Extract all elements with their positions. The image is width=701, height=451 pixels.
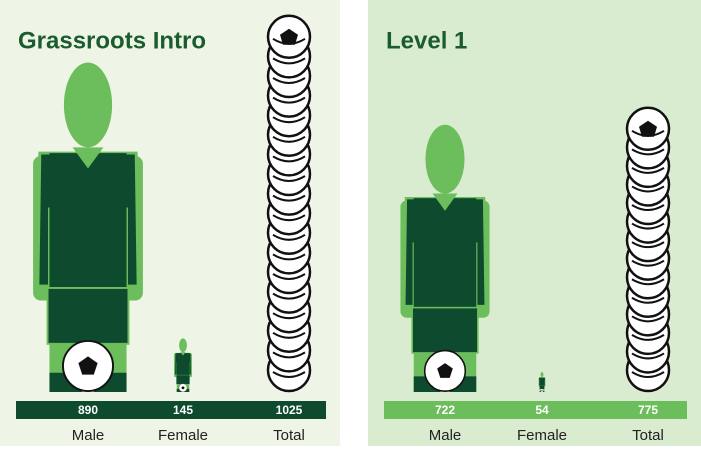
- category-label: Male: [72, 427, 105, 444]
- ball-seam: [272, 194, 306, 202]
- ball-seam: [272, 214, 306, 222]
- ball-patch: [541, 389, 543, 391]
- player-figure: [33, 62, 143, 393]
- neck: [72, 147, 104, 169]
- ball-seam: [272, 312, 306, 320]
- shorts: [176, 374, 190, 385]
- ball-seam: [272, 233, 306, 241]
- ball-seam: [631, 204, 665, 212]
- ball-seam: [272, 351, 306, 359]
- value-strip: [16, 401, 326, 419]
- head: [63, 62, 113, 148]
- ball-seam: [631, 167, 665, 174]
- ball-seam: [272, 57, 306, 65]
- ball-seam: [631, 334, 665, 341]
- sock: [176, 388, 183, 392]
- category-label: Total: [632, 427, 664, 444]
- category-label: Female: [158, 427, 208, 444]
- shorts: [411, 306, 479, 354]
- value-label: 145: [173, 403, 193, 417]
- ball-seam: [272, 77, 306, 84]
- ball-seam: [631, 296, 665, 304]
- neck: [180, 352, 186, 356]
- ball-seam: [631, 148, 665, 156]
- ball-seam: [272, 175, 306, 182]
- head: [425, 124, 465, 194]
- ball-patch: [181, 386, 185, 390]
- torso: [413, 198, 477, 308]
- ball-seam: [631, 371, 665, 378]
- ball-seam: [272, 135, 306, 143]
- head: [540, 372, 544, 378]
- value-label: 890: [78, 403, 98, 417]
- category-label: Female: [517, 427, 567, 444]
- head: [179, 338, 187, 353]
- ball-seam: [631, 259, 665, 267]
- ball-seam: [631, 315, 665, 323]
- ball-seam: [272, 155, 306, 163]
- ball-seam: [631, 278, 665, 286]
- shorts: [539, 385, 545, 390]
- ball-patch: [639, 120, 657, 137]
- player-figure: [538, 372, 546, 392]
- player-figure: [174, 338, 192, 393]
- neck: [432, 193, 458, 211]
- category-label: Total: [273, 427, 305, 444]
- ball-seam: [272, 96, 306, 104]
- value-label: 1025: [276, 403, 303, 417]
- torso: [539, 377, 545, 386]
- ball-seam: [272, 371, 306, 378]
- category-label: Male: [429, 427, 462, 444]
- value-strip: [384, 401, 687, 419]
- shorts: [46, 287, 130, 345]
- value-label: 775: [638, 403, 658, 417]
- ball-seam: [631, 222, 665, 230]
- value-label: 54: [535, 403, 549, 417]
- panel-title: Level 1: [386, 27, 467, 54]
- ball-stack: [625, 106, 671, 393]
- value-label: 722: [435, 403, 455, 417]
- ball-patch: [280, 28, 298, 45]
- ball-seam: [272, 292, 306, 300]
- ball-seam: [631, 241, 665, 249]
- ball-patch: [437, 363, 453, 378]
- neck: [541, 377, 543, 379]
- torso: [49, 153, 127, 288]
- sock: [183, 388, 190, 392]
- ball-patch: [78, 356, 98, 375]
- panel-title: Grassroots Intro: [18, 27, 206, 54]
- ball-seam: [272, 253, 306, 261]
- sock: [539, 390, 542, 392]
- player-figure: [400, 124, 490, 392]
- ball-stack: [266, 14, 312, 393]
- ball-seam: [272, 116, 306, 124]
- sock: [542, 390, 545, 392]
- ball-seam: [631, 185, 665, 193]
- ball-seam: [272, 273, 306, 280]
- ball-seam: [631, 352, 665, 360]
- ball-seam: [272, 331, 306, 339]
- torso: [176, 353, 190, 376]
